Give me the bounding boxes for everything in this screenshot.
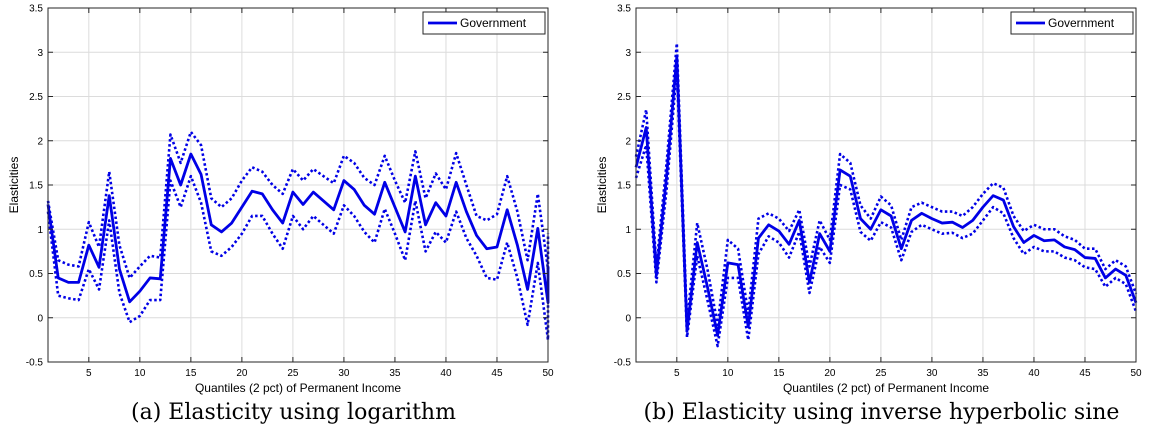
chart-b: 5 10 15 20 25 30 35 40 45 50 -0.5 0 0.5 1 1.5 2 2.5 3 3.5 Q… bbox=[595, 4, 1142, 396]
chart-caption-a: (a) Elasticity using logarithm bbox=[131, 400, 456, 425]
legend-label: Government bbox=[460, 16, 527, 30]
y-tick-label: 2.5 bbox=[617, 92, 631, 103]
chart-caption-b: (b) Elasticity using inverse hyperbolic … bbox=[643, 400, 1120, 425]
y-tick-label: 2 bbox=[37, 136, 43, 147]
estimate-line bbox=[46, 152, 550, 305]
y-tick-label: -0.5 bbox=[614, 358, 632, 369]
y-tick-label: 0.5 bbox=[617, 269, 631, 280]
x-axis-label: Quantiles (2 pct) of Permanent Income bbox=[783, 381, 989, 395]
x-tick-label: 20 bbox=[824, 368, 836, 379]
x-tick-label: 45 bbox=[491, 368, 503, 379]
confidence-band-line bbox=[634, 42, 1138, 327]
y-tick-label: 1.5 bbox=[617, 181, 631, 192]
x-tick-label: 15 bbox=[185, 368, 197, 379]
confidence-band-line bbox=[46, 174, 550, 342]
chart-panel-b: 5 10 15 20 25 30 35 40 45 50 -0.5 0 0.5 1 1.5 2 2.5 3 3.5 Q… bbox=[588, 0, 1175, 446]
y-tick-label: 0 bbox=[37, 313, 43, 324]
x-tick-label: 5 bbox=[86, 368, 92, 379]
x-tick-label: 35 bbox=[977, 368, 989, 379]
y-tick-label: 2.5 bbox=[29, 92, 43, 103]
x-tick-label: 25 bbox=[875, 368, 887, 379]
chart-panel-a: 5 10 15 20 25 30 35 40 45 50 -0.5 0 0.5 1 1.5 2 2.5 3 3.5 Q… bbox=[0, 0, 587, 446]
x-tick-label: 10 bbox=[134, 368, 146, 379]
y-tick-label: 1.5 bbox=[29, 181, 43, 192]
estimate-line bbox=[634, 55, 1138, 337]
x-tick-label: 30 bbox=[338, 368, 350, 379]
chart-a: 5 10 15 20 25 30 35 40 45 50 -0.5 0 0.5 1 1.5 2 2.5 3 3.5 Q… bbox=[7, 4, 554, 396]
y-tick-label: 3.5 bbox=[617, 4, 631, 15]
x-tick-label: 30 bbox=[926, 368, 938, 379]
x-tick-label: 35 bbox=[389, 368, 401, 379]
y-tick-label: 3 bbox=[625, 48, 631, 59]
y-tick-label: -0.5 bbox=[26, 358, 44, 369]
x-tick-label: 50 bbox=[1130, 368, 1142, 379]
confidence-band-line bbox=[634, 68, 1138, 348]
y-tick-label: 1 bbox=[37, 225, 43, 236]
x-tick-label: 20 bbox=[236, 368, 248, 379]
x-tick-label: 40 bbox=[1028, 368, 1040, 379]
y-tick-label: 3.5 bbox=[29, 4, 43, 15]
y-tick-label: 0 bbox=[625, 313, 631, 324]
x-tick-label: 45 bbox=[1079, 368, 1091, 379]
x-tick-label: 5 bbox=[674, 368, 680, 379]
y-tick-label: 3 bbox=[37, 48, 43, 59]
legend-label: Government bbox=[1048, 16, 1115, 30]
x-tick-label: 25 bbox=[287, 368, 299, 379]
confidence-band-line bbox=[46, 130, 550, 280]
y-tick-label: 2 bbox=[625, 136, 631, 147]
x-tick-label: 40 bbox=[440, 368, 452, 379]
x-tick-label: 15 bbox=[773, 368, 785, 379]
x-tick-label: 10 bbox=[722, 368, 734, 379]
y-axis-label: Elasticities bbox=[595, 157, 609, 214]
x-tick-label: 50 bbox=[542, 368, 554, 379]
y-tick-label: 0.5 bbox=[29, 269, 43, 280]
x-axis-label: Quantiles (2 pct) of Permanent Income bbox=[195, 381, 401, 395]
legend-box bbox=[1010, 11, 1134, 35]
legend-box bbox=[422, 11, 546, 35]
y-tick-label: 1 bbox=[625, 225, 631, 236]
y-axis-label: Elasticities bbox=[7, 157, 21, 214]
